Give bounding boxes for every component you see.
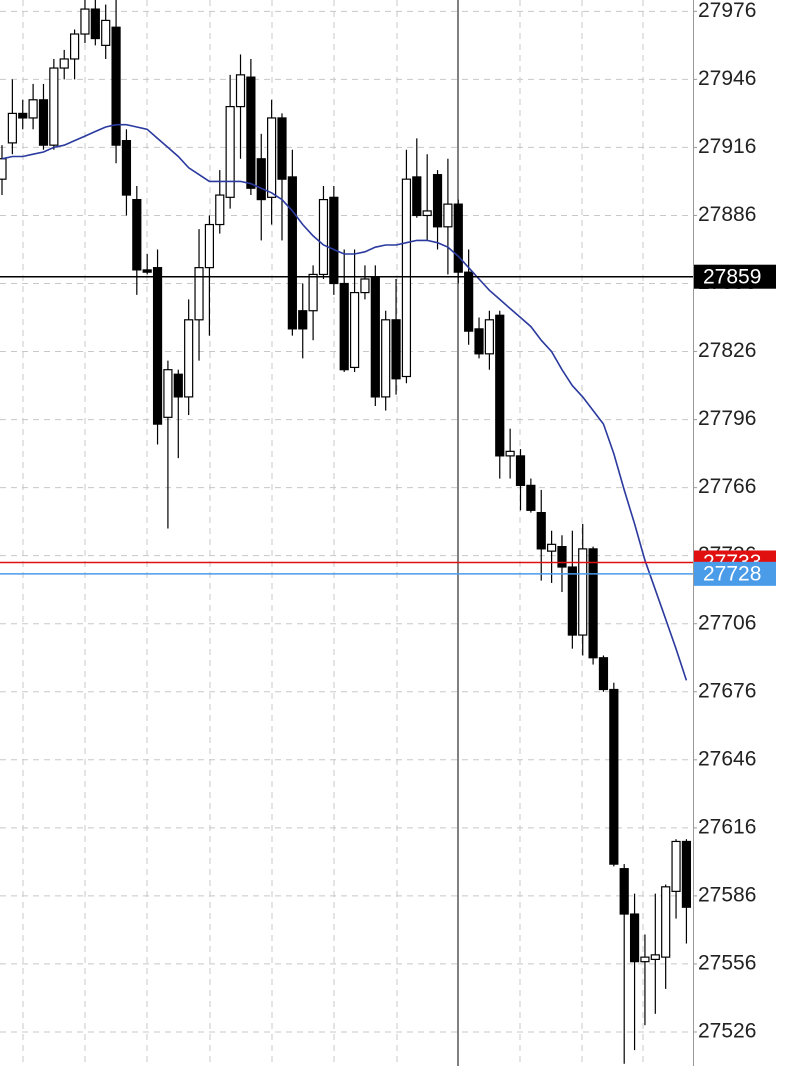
candle-body	[370, 276, 380, 398]
candle-body	[152, 267, 163, 425]
candle-body	[18, 112, 28, 119]
candle-body	[495, 314, 505, 457]
candle-body	[287, 176, 297, 330]
candle-body	[412, 176, 422, 217]
candle-body	[38, 99, 49, 146]
candle-body	[661, 886, 671, 958]
candle-body	[484, 319, 494, 355]
y-tick-label: 27556	[698, 951, 756, 974]
candle-body	[671, 840, 681, 892]
price-label: 27728	[703, 562, 761, 585]
y-tick-label: 27886	[698, 203, 756, 226]
candle-body	[142, 269, 152, 273]
y-tick-label: 27826	[698, 339, 756, 362]
candle-body	[318, 198, 329, 276]
candle-body	[184, 319, 194, 398]
candle-body	[578, 548, 588, 636]
y-tick-label: 27766	[698, 475, 756, 498]
candle-body	[225, 105, 235, 198]
candle-body	[629, 913, 640, 963]
candle-body	[7, 112, 17, 144]
candle-body	[163, 369, 173, 418]
candle-body	[443, 203, 453, 228]
candle-body	[28, 99, 38, 119]
candle-body	[277, 117, 287, 180]
candle-body	[505, 450, 515, 457]
candle-body	[69, 33, 80, 60]
candle-body	[547, 543, 557, 552]
y-tick-label: 27946	[698, 67, 756, 90]
candle-body	[246, 76, 256, 189]
candle-body	[422, 210, 432, 217]
candle-body	[235, 74, 246, 108]
candle-body	[329, 196, 339, 285]
candle-body	[80, 8, 90, 35]
candle-body	[49, 67, 59, 146]
candle-body	[204, 223, 214, 269]
price-label-box	[694, 561, 776, 586]
price-label-box	[694, 264, 776, 289]
y-tick-label: 27676	[698, 679, 756, 702]
vertical-grid	[22, 0, 644, 1066]
candle-body	[598, 657, 609, 691]
y-tick-label: 27976	[698, 0, 756, 22]
candle-body	[256, 158, 266, 201]
candle-body	[215, 194, 225, 226]
candle-body	[298, 310, 308, 330]
candle-body	[453, 203, 463, 273]
candle-body	[111, 26, 121, 146]
y-tick-label: 27526	[698, 1020, 756, 1043]
candle-body	[474, 328, 484, 355]
candle-body	[101, 19, 111, 46]
candle-body	[567, 566, 577, 636]
candle-body	[194, 267, 204, 321]
candles	[0, 0, 692, 1064]
candle-body	[401, 178, 412, 378]
candle-body	[526, 484, 536, 511]
candle-body	[173, 373, 183, 398]
price-label: 27859	[703, 265, 761, 288]
candle-body	[681, 840, 692, 908]
y-tick-label: 27586	[698, 883, 756, 906]
y-tick-label: 27616	[698, 815, 756, 838]
candle-body	[557, 546, 567, 568]
candle-body	[536, 511, 546, 550]
candle-body	[464, 271, 474, 332]
candle-body	[650, 954, 660, 961]
moving-average	[1, 123, 688, 681]
candle-body	[619, 868, 629, 915]
candle-body	[609, 688, 619, 865]
candle-body	[0, 158, 7, 180]
y-tick-label: 27796	[698, 407, 756, 430]
candle-body	[132, 198, 142, 271]
candle-body	[360, 278, 370, 294]
candle-body	[308, 273, 318, 312]
candle-body	[515, 455, 526, 486]
candle-body	[121, 140, 132, 196]
candle-body	[588, 548, 598, 659]
candle-body	[432, 174, 443, 228]
candle-body	[640, 956, 650, 963]
candle-body	[59, 58, 69, 69]
candle-body	[391, 319, 401, 380]
candle-body	[267, 117, 277, 198]
candle-body	[339, 282, 349, 371]
candle-body	[349, 291, 360, 369]
y-tick-label: 27646	[698, 747, 756, 770]
y-tick-label: 27916	[698, 135, 756, 158]
candle-body	[90, 8, 100, 40]
y-tick-label: 27706	[698, 611, 756, 634]
candle-body	[381, 319, 391, 398]
